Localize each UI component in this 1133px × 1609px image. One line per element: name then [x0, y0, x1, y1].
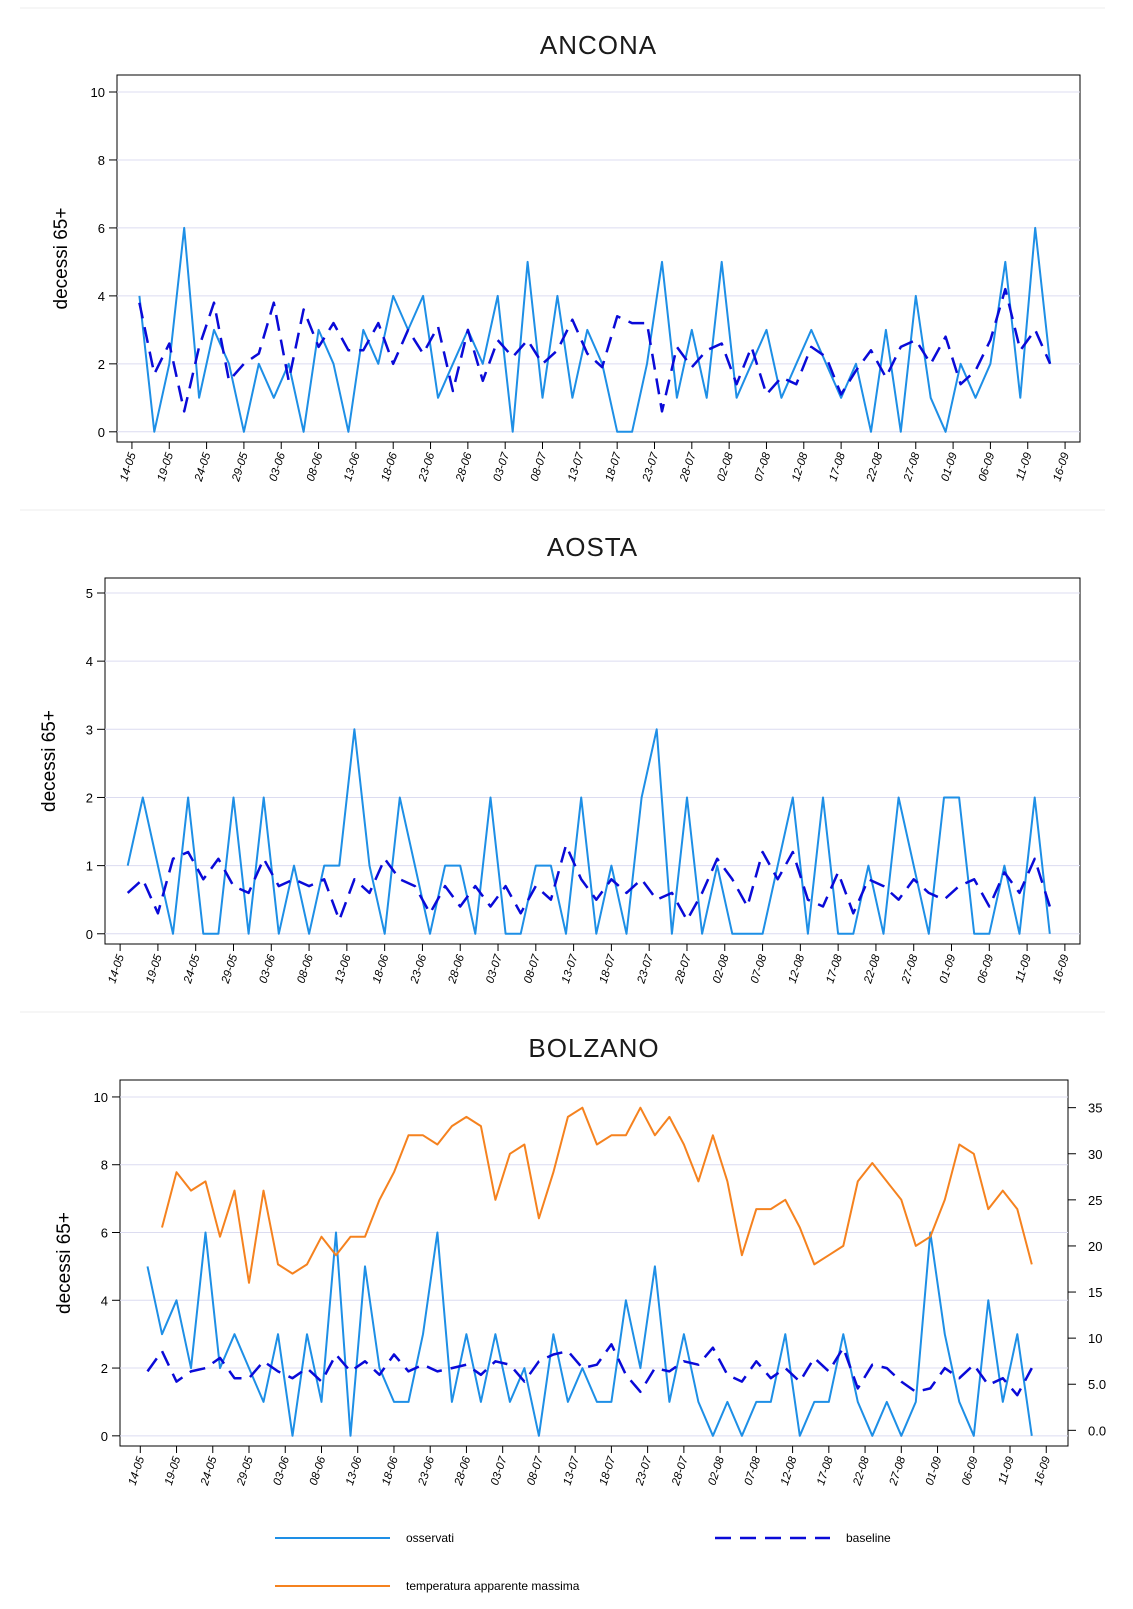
legend: osservati baseline temperatura apparente…	[275, 1531, 891, 1593]
y2-tick-label: 0.0	[1088, 1423, 1106, 1438]
y-tick-label: 5	[86, 586, 93, 601]
chart-title: BOLZANO	[528, 1033, 659, 1063]
y-tick-label: 2	[98, 357, 105, 372]
chart-title: AOSTA	[547, 532, 638, 562]
plot-frame	[119, 1079, 1069, 1447]
y-tick-label: 10	[94, 1090, 108, 1105]
plot-frame	[104, 577, 1081, 945]
y-tick-label: 2	[86, 790, 93, 805]
legend-label: baseline	[846, 1531, 891, 1545]
series-line	[138, 287, 1052, 413]
y2-tick-label: 10	[1088, 1331, 1102, 1346]
y-tick-label: 0	[98, 425, 105, 440]
series-line	[161, 1106, 1033, 1284]
series-line	[146, 1231, 1033, 1437]
y-tick-label: 4	[98, 289, 105, 304]
series-line	[146, 1343, 1033, 1397]
y-tick-label: 2	[101, 1361, 108, 1376]
y-axis-label: decessi 65+	[39, 710, 60, 812]
y2-tick-label: 5.0	[1088, 1377, 1106, 1392]
y2-tick-label: 30	[1088, 1147, 1102, 1162]
y-tick-label: 0	[86, 927, 93, 942]
legend-label: osservati	[406, 1531, 454, 1545]
series-line	[126, 728, 1051, 935]
y-tick-label: 4	[101, 1293, 108, 1308]
y-tick-label: 3	[86, 722, 93, 737]
y2-tick-label: 15	[1088, 1285, 1102, 1300]
y-tick-label: 8	[101, 1158, 108, 1173]
y-tick-label: 8	[98, 153, 105, 168]
y-tick-label: 1	[86, 859, 93, 874]
series-line	[138, 226, 1052, 433]
chart-title: ANCONA	[540, 30, 657, 60]
y-tick-label: 6	[101, 1226, 108, 1241]
y-tick-label: 6	[98, 221, 105, 236]
y-axis-label: decessi 65+	[54, 1212, 75, 1314]
y-tick-label: 0	[101, 1429, 108, 1444]
y-tick-label: 10	[91, 85, 105, 100]
legend-label: temperatura apparente massima	[406, 1579, 580, 1593]
plot-frame	[116, 74, 1081, 443]
y-tick-label: 4	[86, 654, 93, 669]
y2-tick-label: 20	[1088, 1239, 1102, 1254]
series-line	[126, 843, 1051, 922]
y2-tick-label: 35	[1088, 1101, 1102, 1116]
y2-tick-label: 25	[1088, 1193, 1102, 1208]
y-axis-label: decessi 65+	[51, 208, 72, 310]
